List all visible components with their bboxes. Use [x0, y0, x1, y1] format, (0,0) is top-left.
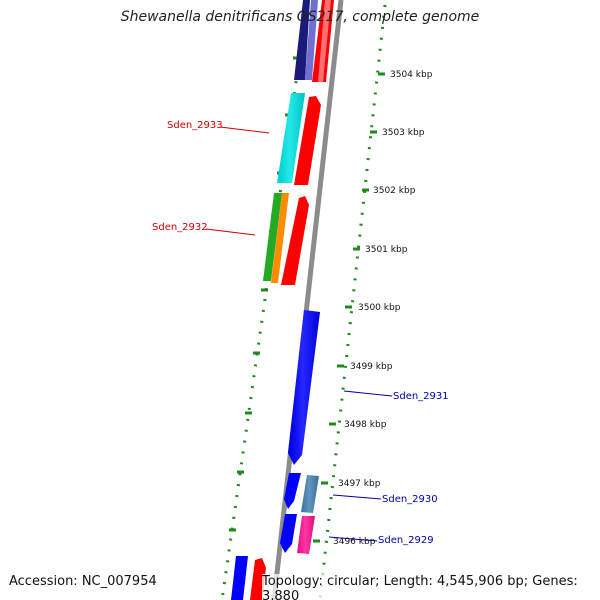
kbp-label: 3504 kbp [390, 70, 433, 80]
gene-arrow[interactable] [231, 556, 248, 600]
kbp-label: 3497 kbp [338, 479, 381, 489]
kbp-label: 3498 kbp [344, 420, 387, 430]
gene-arrow[interactable] [281, 196, 309, 285]
gene-label-sden-2930[interactable]: Sden_2930 [382, 494, 438, 505]
gene-arrow[interactable] [318, 0, 331, 82]
kbp-label: 3503 kbp [382, 128, 425, 138]
kbp-label: 3499 kbp [350, 362, 393, 372]
gene-label-sden-2929[interactable]: Sden_2929 [378, 535, 434, 546]
leader-line [328, 536, 378, 542]
genome-title: Shewanella denitrificans OS217, complete… [120, 9, 480, 25]
gene-label-sden-2932[interactable]: Sden_2932 [152, 222, 208, 233]
gene-arrow[interactable] [284, 473, 301, 509]
gene-label-sden-2931[interactable]: Sden_2931 [393, 391, 449, 402]
gene-arrow[interactable] [294, 0, 310, 80]
gene-arrow[interactable] [294, 96, 321, 185]
gene-arrow[interactable] [280, 514, 297, 553]
outer-tick-rail [318, 4, 387, 600]
gene-shading [277, 93, 320, 554]
gene-arrow[interactable] [305, 0, 318, 80]
leader-line [205, 228, 256, 236]
leader-line [332, 494, 382, 500]
kbp-label: 3501 kbp [365, 245, 408, 255]
kbp-label: 3502 kbp [373, 186, 416, 196]
kbp-label: 3496 kbp [333, 537, 376, 547]
gene-labels: Sden_2933 Sden_2932 Sden_2931 Sden_2930 … [152, 120, 449, 546]
accession-label: Accession: NC_007954 [9, 574, 157, 589]
kbp-label: 3500 kbp [358, 303, 401, 313]
leader-line [343, 390, 393, 397]
leader-line [219, 126, 270, 134]
gene-arrow[interactable] [271, 193, 289, 283]
genome-summary: Topology: circular; Length: 4,545,906 bp… [262, 574, 600, 600]
gene-arrow[interactable] [263, 193, 282, 281]
gene-label-sden-2933[interactable]: Sden_2933 [167, 120, 223, 131]
kbp-scale-labels: 3504 kbp 3503 kbp 3502 kbp 3501 kbp 3500… [333, 70, 433, 547]
